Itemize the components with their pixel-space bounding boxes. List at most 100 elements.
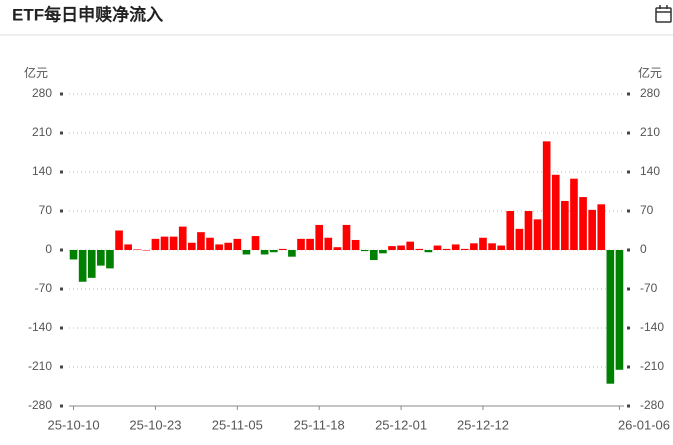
bar: [260, 250, 269, 255]
bar: [579, 197, 587, 250]
bar: [451, 244, 460, 250]
bar: [342, 224, 351, 250]
bar: [188, 242, 196, 250]
calendar-icon[interactable]: [655, 5, 672, 23]
y-tick-label-right: -280: [640, 398, 664, 412]
y-tick-mark-right: [627, 92, 630, 96]
bar: [388, 246, 396, 250]
bar: [369, 250, 378, 261]
y-tick-label: -280: [28, 398, 52, 412]
y-tick-mark-right: [627, 287, 630, 291]
bar: [570, 178, 578, 250]
y-tick-label: 210: [32, 125, 52, 139]
y-tick-mark: [60, 248, 63, 252]
y-tick-label-right: 210: [640, 125, 660, 139]
y-tick-mark-right: [627, 131, 630, 135]
x-tick-label: 25-11-18: [294, 417, 345, 432]
bar: [597, 204, 606, 250]
bar: [269, 250, 278, 253]
y-tick-mark-right: [627, 326, 630, 330]
bar: [397, 245, 405, 250]
y-tick-mark: [60, 326, 63, 330]
y-tick-mark: [60, 404, 63, 408]
bar: [78, 250, 87, 282]
bar: [333, 247, 342, 250]
bar: [242, 250, 251, 255]
bar: [97, 250, 105, 266]
bar: [479, 237, 487, 250]
bar: [542, 141, 551, 250]
y-tick-mark: [60, 365, 63, 369]
bar: [288, 250, 296, 257]
bar: [488, 243, 496, 250]
bar: [206, 237, 214, 250]
y-tick-label: -140: [28, 320, 52, 334]
bar: [379, 250, 387, 254]
bar: [224, 242, 233, 250]
y-unit-left: 亿元: [24, 65, 48, 80]
x-tick-label: 25-12-01: [375, 417, 427, 432]
bar: [315, 224, 324, 250]
bar: [460, 248, 469, 250]
bar: [87, 250, 96, 278]
x-tick-label: 25-10-23: [129, 417, 181, 432]
y-tick-mark-right: [627, 170, 630, 174]
bar: [406, 241, 415, 250]
bar: [297, 238, 305, 250]
y-tick-label: 0: [45, 242, 52, 256]
y-tick-mark-right: [627, 248, 630, 252]
y-tick-label-right: 0: [640, 242, 647, 256]
y-tick-label-right: 280: [640, 86, 660, 100]
bar: [197, 232, 205, 250]
bar: [524, 211, 533, 250]
bar: [233, 238, 242, 250]
bar: [306, 238, 314, 250]
y-tick-label: -210: [28, 359, 52, 373]
bar: [251, 236, 260, 250]
bar: [324, 237, 333, 250]
bar: [115, 230, 123, 250]
y-tick-label-right: -140: [640, 320, 664, 334]
bar: [470, 243, 478, 250]
bar: [69, 250, 78, 260]
bar: [142, 250, 151, 251]
x-tick-label: 25-12-12: [457, 417, 509, 432]
bar: [515, 228, 524, 250]
x-tick-label: 25-10-10: [48, 417, 100, 432]
bar: [533, 219, 542, 250]
bar: [506, 211, 515, 250]
bar: [606, 250, 615, 384]
bar: [360, 250, 369, 252]
y-tick-mark-right: [627, 365, 630, 369]
y-tick-mark: [60, 287, 63, 291]
y-tick-label: 70: [39, 203, 53, 217]
bar: [178, 226, 187, 250]
bar: [551, 174, 560, 250]
bar: [615, 250, 624, 370]
bar: [160, 236, 169, 250]
y-tick-label: 140: [32, 164, 52, 178]
y-tick-mark: [60, 131, 63, 135]
bar: [588, 209, 596, 250]
y-tick-mark: [60, 92, 63, 96]
bar: [169, 236, 178, 250]
chart-title: ETF每日申赎净流入: [12, 4, 163, 24]
bar: [415, 248, 424, 250]
bar: [424, 250, 433, 253]
y-tick-label-right: 140: [640, 164, 660, 178]
y-tick-mark: [60, 209, 63, 213]
bar: [124, 244, 132, 250]
bar: [215, 244, 223, 250]
x-tick-label: 25-11-05: [212, 417, 263, 432]
x-tick-label: 26-01-06: [618, 417, 670, 432]
y-tick-mark-right: [627, 404, 630, 408]
y-tick-label-right: -70: [640, 281, 658, 295]
y-unit-right: 亿元: [638, 65, 662, 80]
bar: [278, 248, 287, 250]
y-tick-label-right: 70: [640, 203, 654, 217]
bar: [433, 245, 442, 250]
bar: [442, 248, 451, 250]
bar: [133, 249, 142, 250]
bar: [106, 250, 114, 269]
